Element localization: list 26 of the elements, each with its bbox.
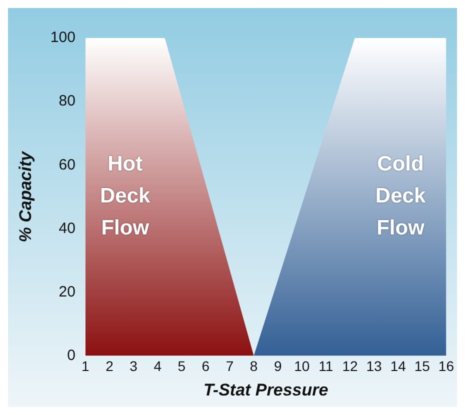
y-tick-label: 40 — [58, 220, 76, 237]
x-tick-label: 7 — [226, 358, 234, 374]
y-axis-title: % Capacity — [16, 150, 35, 242]
x-tick-label: 8 — [250, 358, 258, 374]
y-tick-label: 100 — [50, 29, 76, 46]
x-tick-label: 13 — [366, 358, 382, 374]
x-tick-label: 9 — [274, 358, 282, 374]
y-tick-label: 80 — [58, 92, 76, 110]
y-tick-label: 60 — [58, 156, 76, 174]
x-tick-label: 12 — [342, 358, 358, 374]
x-tick-label: 4 — [154, 358, 162, 374]
y-tick-label: 0 — [67, 346, 76, 364]
series-label: Cold Deck Flow — [375, 152, 426, 240]
x-tick-label: 3 — [130, 358, 138, 374]
y-tick-label: 20 — [58, 283, 76, 300]
x-tick-label: 16 — [438, 358, 454, 374]
x-tick-label: 11 — [318, 358, 334, 374]
x-tick-label: 2 — [106, 358, 114, 374]
x-tick-label: 6 — [202, 358, 210, 374]
x-axis-title: T-Stat Pressure — [203, 380, 328, 400]
x-tick-label: 1 — [82, 358, 90, 374]
x-tick-label: 15 — [414, 358, 430, 374]
x-tick-label: 10 — [294, 358, 310, 374]
series-label: Hot Deck Flow — [100, 152, 151, 240]
x-tick-label: 5 — [178, 358, 186, 374]
x-tick-label: 14 — [390, 358, 406, 374]
